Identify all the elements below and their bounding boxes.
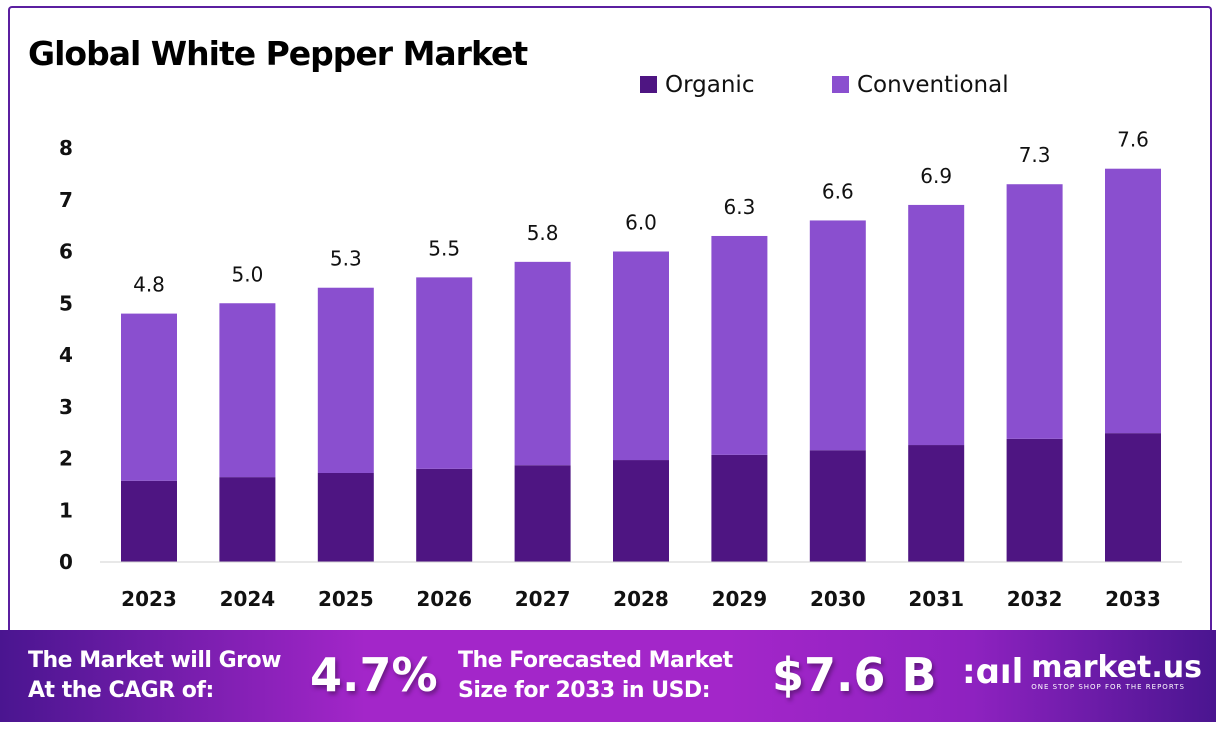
total-label-2025: 5.3: [330, 247, 362, 271]
y-tick-label: 3: [59, 395, 73, 419]
bar-conventional-2025: [317, 287, 374, 473]
bar-organic-2024: [219, 477, 276, 562]
bar-conventional-2032: [1006, 184, 1063, 439]
bar-organic-2025: [317, 472, 374, 562]
total-label-2030: 6.6: [822, 179, 854, 203]
y-tick-label: 6: [59, 240, 73, 264]
bar-organic-2032: [1006, 438, 1063, 562]
total-label-2027: 5.8: [527, 221, 559, 245]
y-tick-label: 1: [59, 498, 73, 522]
total-label-2033: 7.6: [1117, 128, 1149, 152]
x-tick-label: 2027: [515, 587, 571, 611]
total-label-2024: 5.0: [231, 262, 263, 286]
x-tick-label: 2023: [121, 587, 177, 611]
total-label-2031: 6.9: [920, 164, 952, 188]
bar-organic-2033: [1105, 433, 1161, 562]
cagr-label-line2: At the CAGR of:: [28, 678, 214, 703]
bar-organic-2026: [416, 468, 473, 562]
chart-frame: [8, 6, 1212, 646]
bar-organic-2030: [809, 450, 866, 562]
bar-organic-2028: [613, 460, 669, 562]
y-tick-label: 8: [59, 136, 73, 160]
legend-label-conventional: Conventional: [857, 72, 1009, 98]
y-tick-label: 2: [59, 447, 73, 471]
total-label-2026: 5.5: [428, 236, 460, 260]
total-label-2032: 7.3: [1019, 143, 1051, 167]
x-tick-label: 2032: [1007, 587, 1063, 611]
total-label-2028: 6.0: [625, 211, 657, 235]
chart-title: Global White Pepper Market: [28, 34, 528, 73]
x-tick-label: 2029: [712, 587, 768, 611]
y-tick-label: 0: [59, 550, 73, 574]
bar-organic-2023: [121, 480, 177, 562]
bar-conventional-2028: [613, 251, 669, 461]
legend-swatch-organic: [640, 76, 657, 93]
footer-banner: The Market will Grow At the CAGR of: 4.7…: [0, 630, 1216, 722]
x-tick-label: 2024: [220, 587, 276, 611]
cagr-label-line1: The Market will Grow: [28, 648, 281, 673]
logo-mark-icon: :ɑıl: [962, 652, 1024, 692]
bar-conventional-2023: [121, 313, 177, 481]
bar-conventional-2030: [809, 220, 866, 451]
y-tick-label: 5: [59, 291, 73, 315]
x-tick-label: 2026: [416, 587, 472, 611]
logo-name: market.us: [1031, 650, 1202, 685]
x-tick-label: 2028: [613, 587, 669, 611]
bar-organic-2029: [711, 454, 768, 562]
x-tick-label: 2031: [908, 587, 964, 611]
bar-conventional-2027: [514, 261, 571, 466]
bar-conventional-2026: [416, 277, 473, 469]
legend-label-organic: Organic: [665, 72, 754, 98]
forecast-label-line1: The Forecasted Market: [458, 648, 733, 673]
bar-organic-2027: [514, 465, 571, 562]
market-us-logo: :ɑıl market.us ONE STOP SHOP FOR THE REP…: [962, 652, 1202, 692]
forecast-value: $7.6 B: [772, 648, 937, 702]
total-label-2029: 6.3: [723, 195, 755, 219]
stacked-bar-chart: Organic Conventional 0 1 2 3 4 5 6 7 8 4.8 5.0 5.3…: [59, 72, 1182, 611]
bar-conventional-2033: [1105, 168, 1161, 434]
bar-organic-2031: [908, 445, 965, 562]
bar-conventional-2031: [908, 204, 965, 446]
bar-conventional-2024: [219, 303, 276, 478]
total-label-2023: 4.8: [133, 273, 165, 297]
y-tick-label: 4: [59, 343, 73, 367]
x-tick-label: 2033: [1105, 587, 1161, 611]
y-tick-label: 7: [59, 188, 73, 212]
logo-tagline: ONE STOP SHOP FOR THE REPORTS: [1031, 683, 1185, 691]
forecast-label: The Forecasted Market Size for 2033 in U…: [458, 646, 733, 706]
legend-swatch-conventional: [832, 76, 849, 93]
legend: Organic Conventional: [640, 72, 1009, 98]
bar-conventional-2029: [711, 235, 768, 455]
x-tick-label: 2030: [810, 587, 866, 611]
cagr-label: The Market will Grow At the CAGR of:: [28, 646, 281, 706]
forecast-label-line2: Size for 2033 in USD:: [458, 678, 710, 703]
cagr-value: 4.7%: [310, 648, 438, 702]
x-tick-label: 2025: [318, 587, 374, 611]
